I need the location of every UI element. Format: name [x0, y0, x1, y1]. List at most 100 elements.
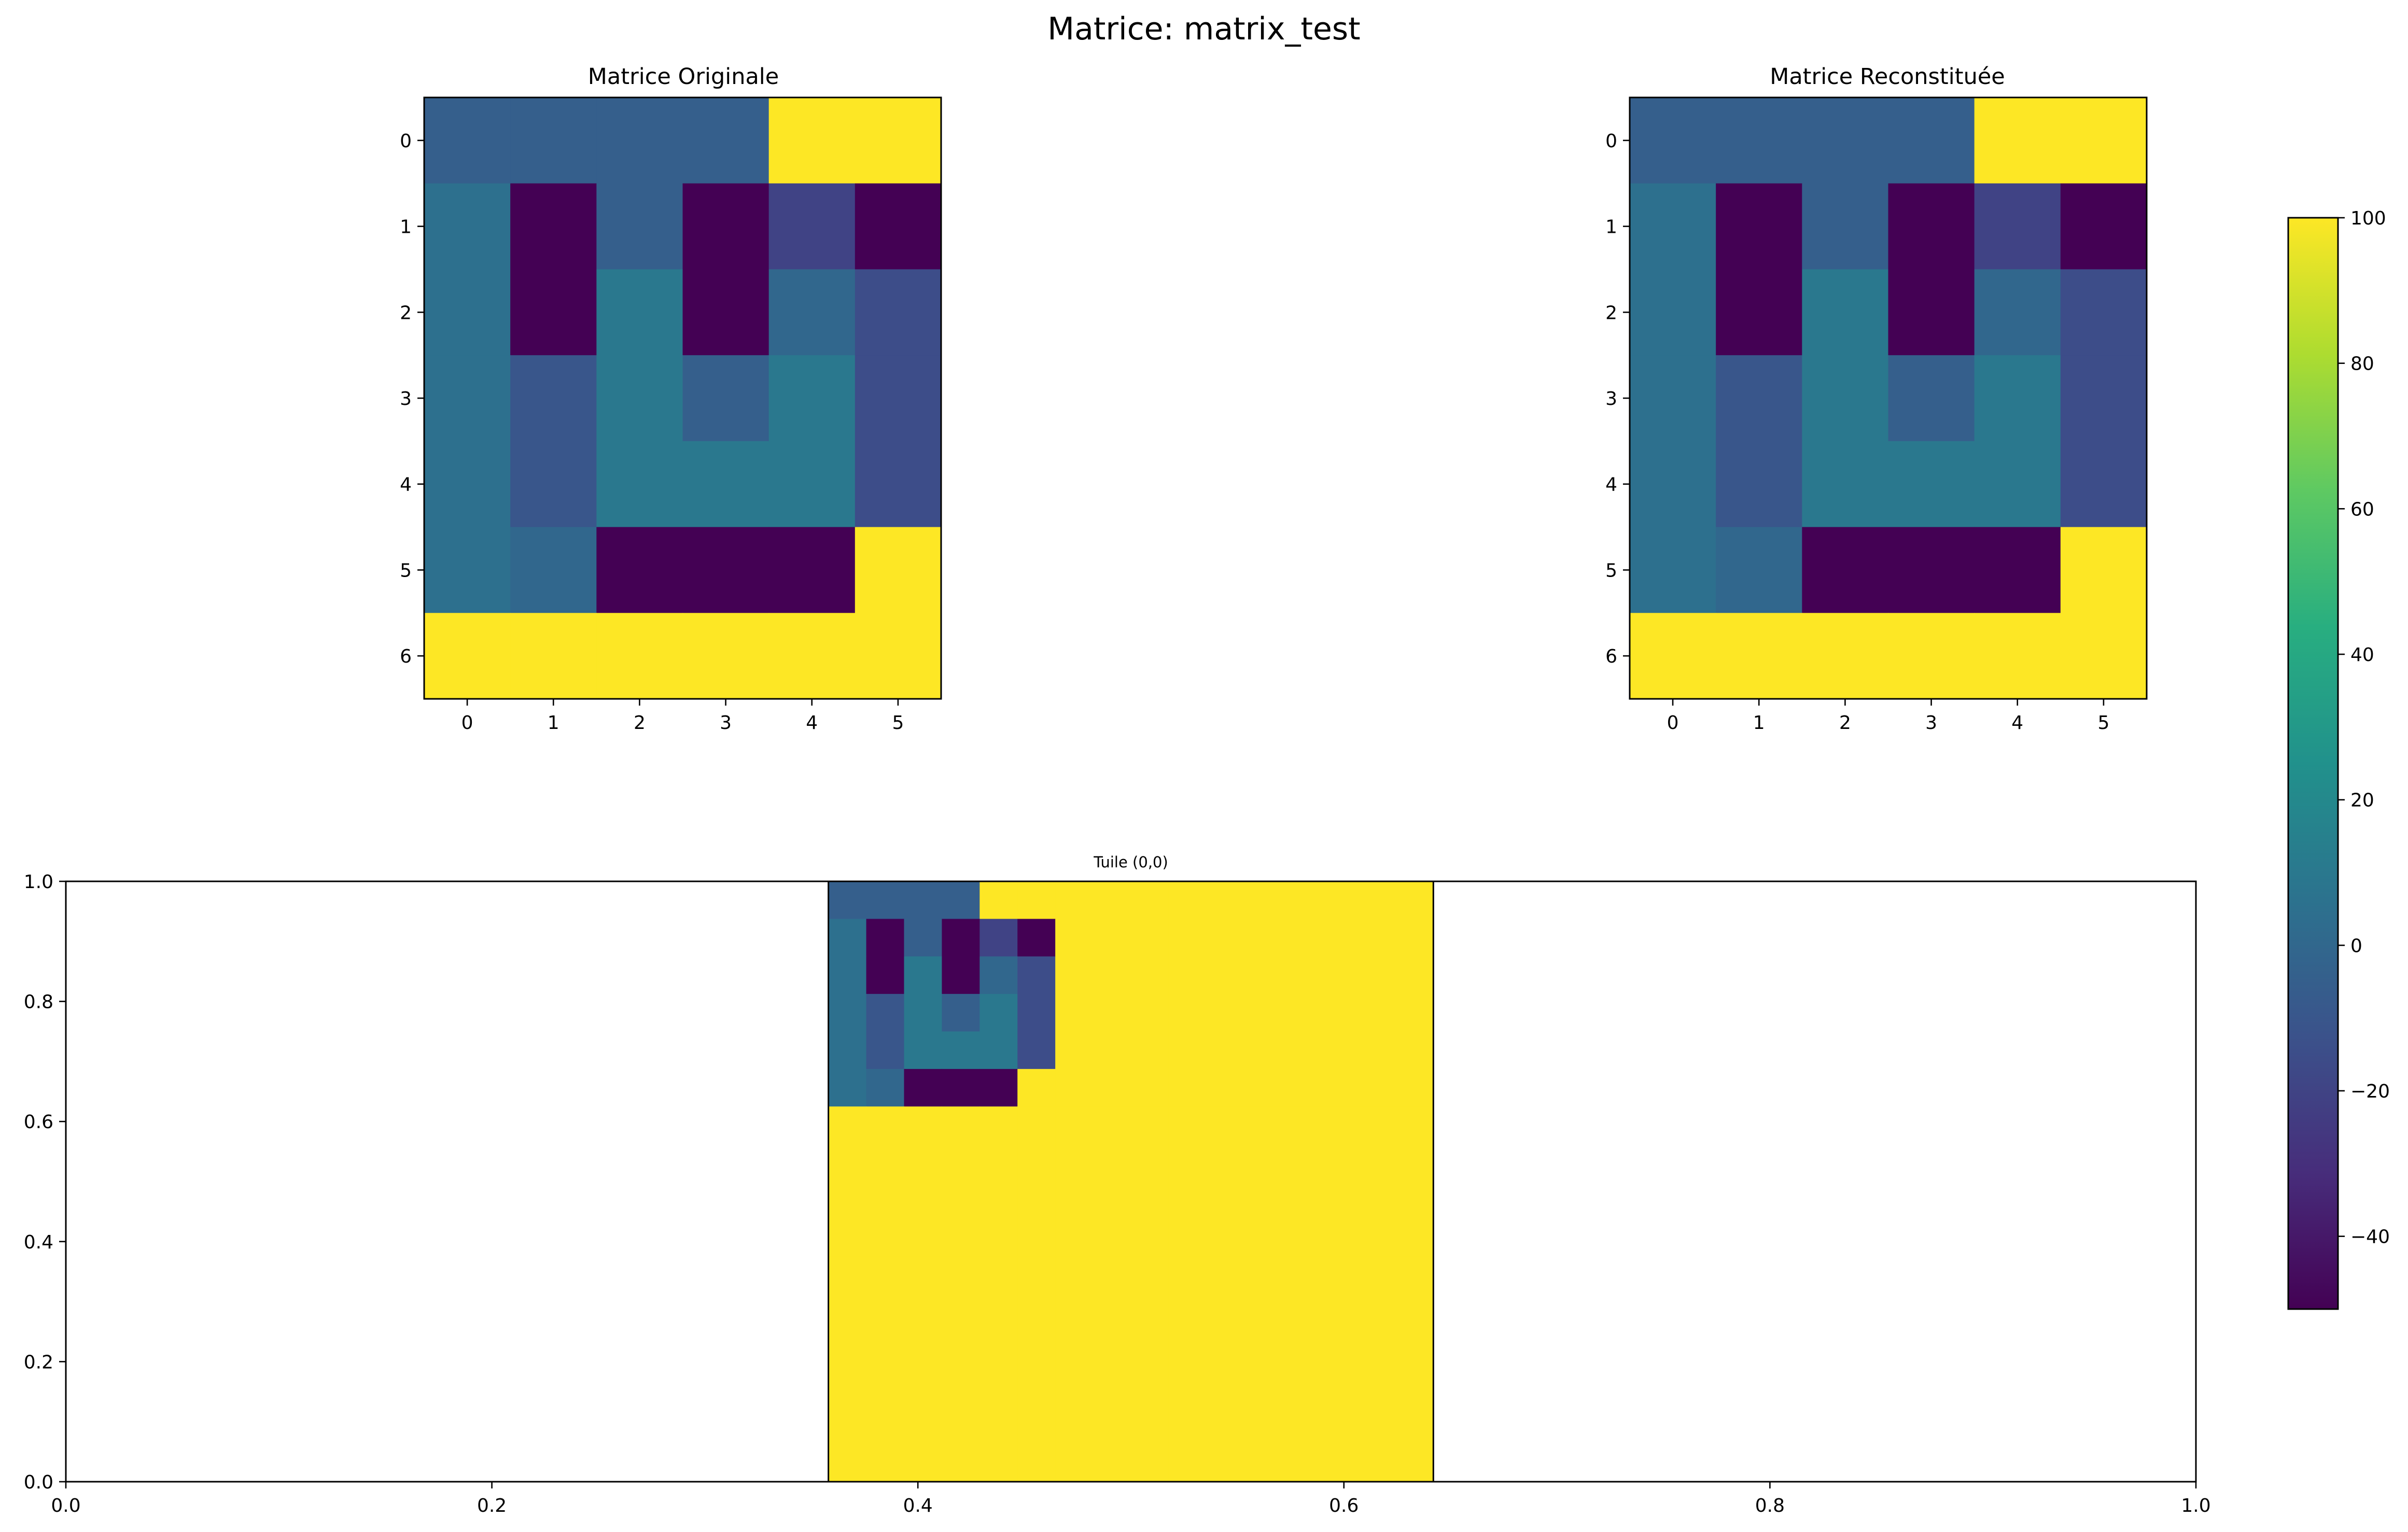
tile-cell [979, 1031, 1018, 1070]
tile-cell [866, 994, 905, 1032]
tile-cell [979, 1219, 1018, 1257]
tile-cell [904, 1144, 943, 1182]
tile-cell [866, 1106, 905, 1145]
tile-cell [1320, 956, 1359, 994]
tile-cell [828, 1069, 867, 1107]
panel-original-matrix: Matrice Originale 0 1 2 3 4 5 0 1 2 3 4 5 6 [400, 64, 942, 734]
y-tick-label: 6 [400, 646, 412, 667]
tile-cell [1131, 1256, 1169, 1295]
tile-cell [1357, 1219, 1396, 1257]
tile-cell [1055, 1294, 1094, 1332]
tile-cell [1093, 1294, 1131, 1332]
matrix-cell [2060, 183, 2147, 270]
tile-cell [979, 1106, 1018, 1145]
tile-cell [1131, 956, 1169, 994]
panel-tile: Tuile (0,0) 0.0 0.2 0.4 0.6 0.8 1.00.00.20.40… [24, 853, 2211, 1516]
matrix-cell [1974, 97, 2061, 184]
matrix-cell [2060, 613, 2147, 699]
tile-cell [1055, 1182, 1094, 1219]
tile-cell [1395, 1069, 1434, 1107]
tile-cell [1131, 1407, 1169, 1445]
tile-cell [1395, 1407, 1434, 1445]
panel-original-title: Matrice Originale [588, 64, 779, 90]
tile-cell [1017, 1069, 1056, 1107]
tile-cell [904, 1407, 943, 1445]
matrix-cell [1630, 183, 1716, 270]
y-tick-label: 2 [400, 302, 412, 324]
tile-cell [1320, 1182, 1359, 1219]
tile-cell [979, 1407, 1018, 1445]
tile-cell [979, 1444, 1018, 1482]
matrix-cell [1716, 355, 1802, 442]
x-tick-label: 0.4 [903, 1495, 933, 1516]
tile-cell [1131, 1219, 1169, 1257]
tile-cell [1395, 1031, 1434, 1070]
tile-cell [1093, 1331, 1131, 1370]
tile-cell [904, 1219, 943, 1257]
x-tick-label: 0.0 [51, 1495, 80, 1516]
tile-cell [1131, 1369, 1169, 1407]
tile-cell [1357, 994, 1396, 1032]
tile-cell [1320, 881, 1359, 919]
tile-cell [1244, 919, 1283, 957]
matrix-cell [768, 355, 856, 442]
x-tick-label: 0 [461, 712, 473, 734]
tile-cell [1395, 994, 1434, 1032]
tile-cell [1244, 994, 1283, 1032]
matrix-cell [1974, 269, 2061, 356]
tile-cell [1093, 956, 1131, 994]
tile-cell [1357, 1294, 1396, 1332]
tile-cell [1282, 994, 1321, 1032]
tile-cell [1357, 1256, 1396, 1295]
matrix-cell [1802, 183, 1889, 270]
tile-cell [1055, 881, 1094, 919]
matrix-cell [1802, 355, 1889, 442]
tile-cell [942, 1369, 980, 1407]
tile-cell [1131, 919, 1169, 957]
matrix-cell [682, 183, 769, 270]
colorbar-tick-label: 20 [2350, 790, 2374, 811]
tile-cell [1168, 1369, 1207, 1407]
tile-cell [828, 919, 867, 957]
tile-cell [1206, 1444, 1245, 1482]
colorbar-tick-label: 0 [2350, 935, 2362, 957]
matrix-cell [768, 527, 856, 613]
tile-cell [1168, 1444, 1207, 1482]
tile-cell [979, 1294, 1018, 1332]
tile-cell [1093, 1256, 1131, 1295]
tile-cell [1017, 1369, 1056, 1407]
tile-cell [1206, 956, 1245, 994]
tile-cell [979, 1256, 1018, 1295]
tile-cell [1055, 1219, 1094, 1257]
matrix-cell [424, 355, 511, 442]
tile-cell [1093, 1369, 1131, 1407]
tile-cell [1320, 1294, 1359, 1332]
matrix-cell [424, 97, 511, 184]
x-tick-label: 0 [1667, 712, 1679, 734]
tile-cell [942, 1331, 980, 1370]
y-tick-label: 1 [1605, 217, 1617, 238]
tile-cell [1244, 1144, 1283, 1182]
tile-cell [1395, 881, 1434, 919]
tile-cell [1320, 1331, 1359, 1370]
tile-cell [1168, 1182, 1207, 1219]
tile-cell [1244, 881, 1283, 919]
original-matrix-cells [424, 97, 942, 699]
tile-cell [866, 956, 905, 994]
matrix-cell [1716, 613, 1802, 699]
tile-cell [1017, 956, 1056, 994]
tile-cell [1395, 1294, 1434, 1332]
x-tick-label: 1 [1753, 712, 1765, 734]
tile-cell [1282, 1294, 1321, 1332]
tile-cell [1168, 1219, 1207, 1257]
tile-cell [1357, 1069, 1396, 1107]
tile-cell [1168, 1256, 1207, 1295]
matrix-cell [510, 183, 597, 270]
tile-cell [1206, 1294, 1245, 1332]
tile-cell [1282, 1144, 1321, 1182]
tile-cell [1395, 1331, 1434, 1370]
tile-cell [1017, 919, 1056, 957]
tile-cell [904, 919, 943, 957]
tile-cell [1282, 1369, 1321, 1407]
tile-cell [904, 1444, 943, 1482]
